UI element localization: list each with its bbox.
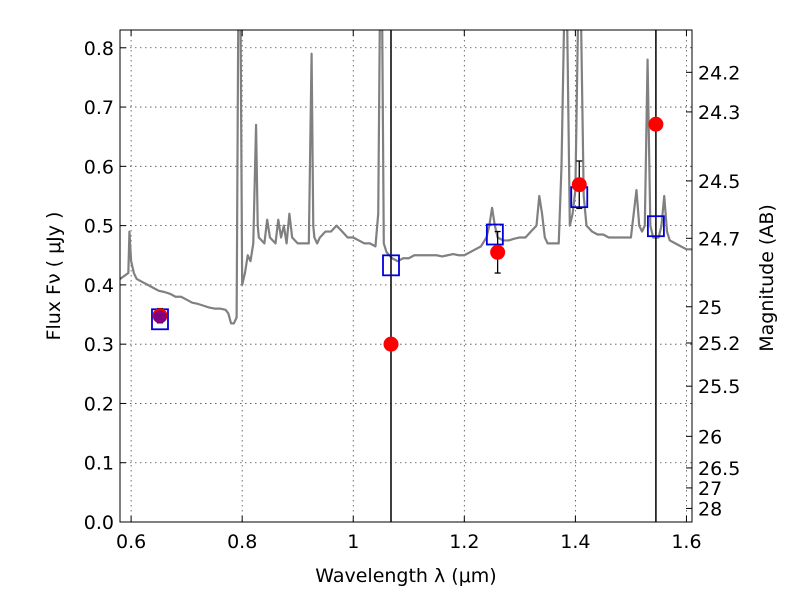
x-tick-label: 1.4 [560,531,590,553]
y-tick-label: 0.0 [84,512,114,534]
right-tick-label: 26.5 [698,458,740,480]
x-tick-label: 0.6 [116,531,146,553]
right-tick-label: 24.5 [698,171,740,193]
observed-flux-point [571,177,587,193]
y-tick-label: 0.8 [84,38,114,60]
x-tick-label: 1.2 [449,531,479,553]
purple-data-point [153,310,167,324]
right-tick-label: 24.7 [698,228,740,250]
right-tick-label: 24.3 [698,102,740,124]
right-tick-label: 28 [698,498,722,520]
right-tick-label: 25.5 [698,376,740,398]
grid-lines [120,30,692,523]
x-tick-label: 1 [347,531,359,553]
right-tick-label: 27 [698,478,722,500]
y-axis-title: Flux Fν ( μJy ) [43,212,65,341]
right-tick-label: 24.2 [698,62,740,84]
axis-ticks: 0.6 0.8 1 1.2 1.4 1.6 0.0 0.1 0.2 0.3 0.4 0.5 0.6 0.7… [84,30,740,553]
plot-frame [119,29,693,523]
right-tick-label: 26 [698,426,722,448]
model-flux-square [647,215,665,238]
right-tick-label: 25.2 [698,333,740,355]
y-tick-label: 0.5 [84,216,114,238]
y-tick-label: 0.2 [84,393,114,415]
model-flux-square [485,223,504,246]
x-axis-title: Wavelength λ (μm) [315,565,496,587]
y-tick-label: 0.1 [84,453,114,475]
y-tick-label: 0.7 [84,97,114,119]
spectrum-line [120,30,692,325]
y-tick-label: 0.3 [84,334,114,356]
observed-flux-point [383,336,399,352]
y-tick-label: 0.4 [84,275,114,297]
x-tick-label: 0.8 [227,531,257,553]
observed-flux-point [490,244,506,260]
observed-flux-point [648,116,664,132]
right-axis-title: Magnitude (AB) [756,204,778,352]
model-flux-square [382,254,400,277]
plot-area [120,30,692,522]
x-tick-label: 1.6 [671,531,701,553]
y-tick-label: 0.6 [84,156,114,178]
right-tick-label: 25 [698,297,722,319]
